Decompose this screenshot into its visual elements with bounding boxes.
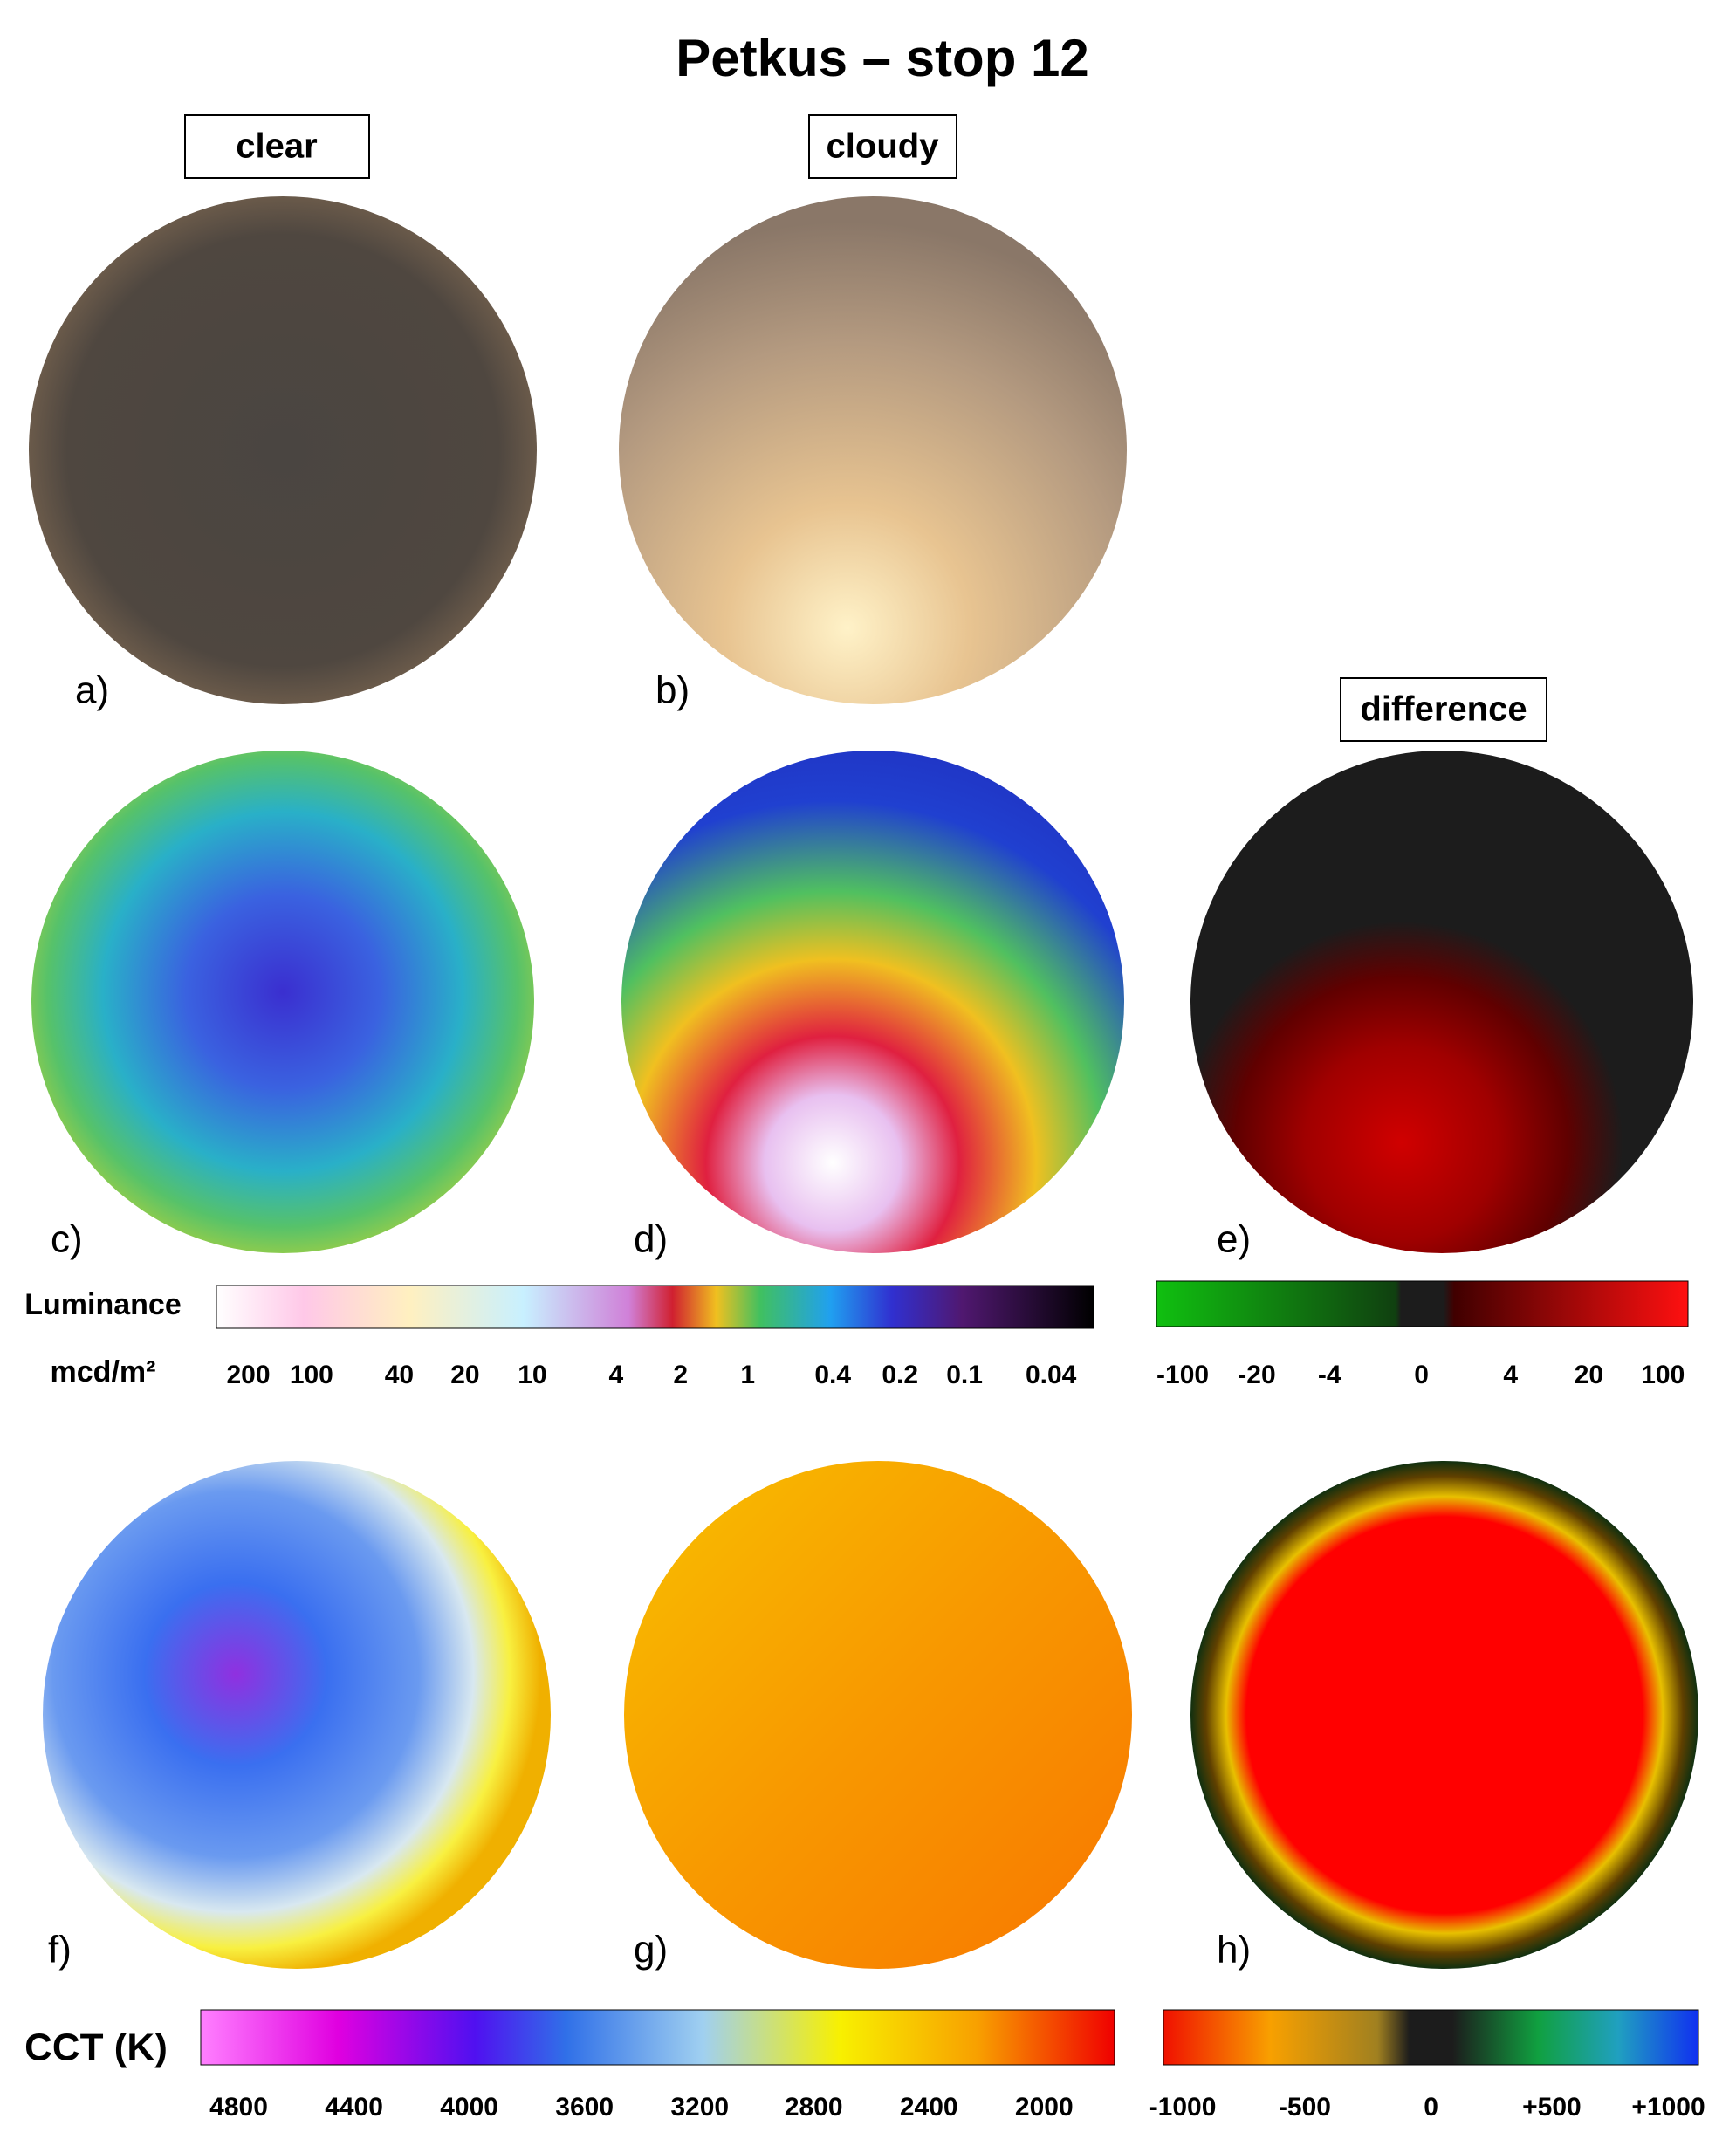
panel-label: e): [1217, 1218, 1251, 1261]
tick-label: 2: [673, 1361, 688, 1389]
luminance-difference: [1190, 751, 1693, 1253]
box: [1340, 677, 1547, 742]
tick-label: 4: [1503, 1361, 1518, 1389]
image-clear: [29, 196, 537, 704]
panel-label: f): [48, 1929, 72, 1971]
tick-label: 4800: [209, 2093, 268, 2122]
tick-label: 0: [1414, 1361, 1429, 1389]
tick-label: +500: [1522, 2093, 1582, 2122]
tick-label: -500: [1279, 2093, 1331, 2122]
tick-label: 200: [227, 1361, 271, 1389]
tick-label: 2400: [900, 2093, 958, 2122]
tick-label: +1000: [1631, 2093, 1705, 2122]
tick-label: 2000: [1015, 2093, 1074, 2122]
tick-label: 3600: [555, 2093, 614, 2122]
tick-label: 3200: [670, 2093, 729, 2122]
tick-label: 4000: [440, 2093, 498, 2122]
tick-label: -4: [1318, 1361, 1341, 1389]
panel-label: b): [655, 669, 690, 712]
colorbar-label: Luminance: [24, 1288, 181, 1321]
colorbar-label: CCT (K): [24, 2026, 168, 2069]
tick-label: 20: [450, 1361, 479, 1389]
tick-label: -20: [1238, 1361, 1275, 1389]
cct-difference: [1190, 1461, 1698, 1969]
panel-label: g): [634, 1929, 668, 1971]
cct-clear: [43, 1461, 551, 1969]
panel-label: d): [634, 1218, 668, 1261]
difference-colorbar: [1156, 1280, 1689, 1327]
luminance-cloudy: [621, 751, 1124, 1253]
title: Petkus – stop 12: [676, 29, 1089, 87]
luminance-colorbar: [216, 1285, 1094, 1329]
tick-label: 1: [740, 1361, 755, 1389]
tick-label: 2800: [785, 2093, 843, 2122]
tick-label: 20: [1575, 1361, 1603, 1389]
tick-label: -100: [1156, 1361, 1209, 1389]
cct-colorbar: [200, 2009, 1115, 2066]
image-cloudy: [619, 196, 1127, 704]
cct-difference-colorbar: [1163, 2009, 1699, 2066]
panel-label: c): [51, 1218, 83, 1261]
box-label: cloudy: [827, 127, 940, 166]
tick-label: 0.1: [946, 1361, 983, 1389]
box: [808, 114, 957, 179]
cct-cloudy: [624, 1461, 1132, 1969]
box: [184, 114, 370, 179]
panel-label: h): [1217, 1929, 1251, 1971]
tick-label: 100: [1641, 1361, 1685, 1389]
tick-label: 10: [518, 1361, 546, 1389]
luminance-clear: [31, 751, 534, 1253]
tick-label: 100: [290, 1361, 333, 1389]
tick-label: -1000: [1149, 2093, 1217, 2122]
tick-label: 0.2: [882, 1361, 918, 1389]
panel-label: a): [75, 669, 109, 712]
tick-label: 0: [1424, 2093, 1438, 2122]
tick-label: 0.4: [814, 1361, 851, 1389]
box-label: difference: [1360, 690, 1527, 729]
tick-label: 4400: [325, 2093, 383, 2122]
tick-label: 0.04: [1026, 1361, 1077, 1389]
box-label: clear: [236, 127, 317, 166]
tick-label: 40: [385, 1361, 414, 1389]
colorbar-unit: mcd/m²: [51, 1355, 156, 1388]
tick-label: 4: [608, 1361, 623, 1389]
